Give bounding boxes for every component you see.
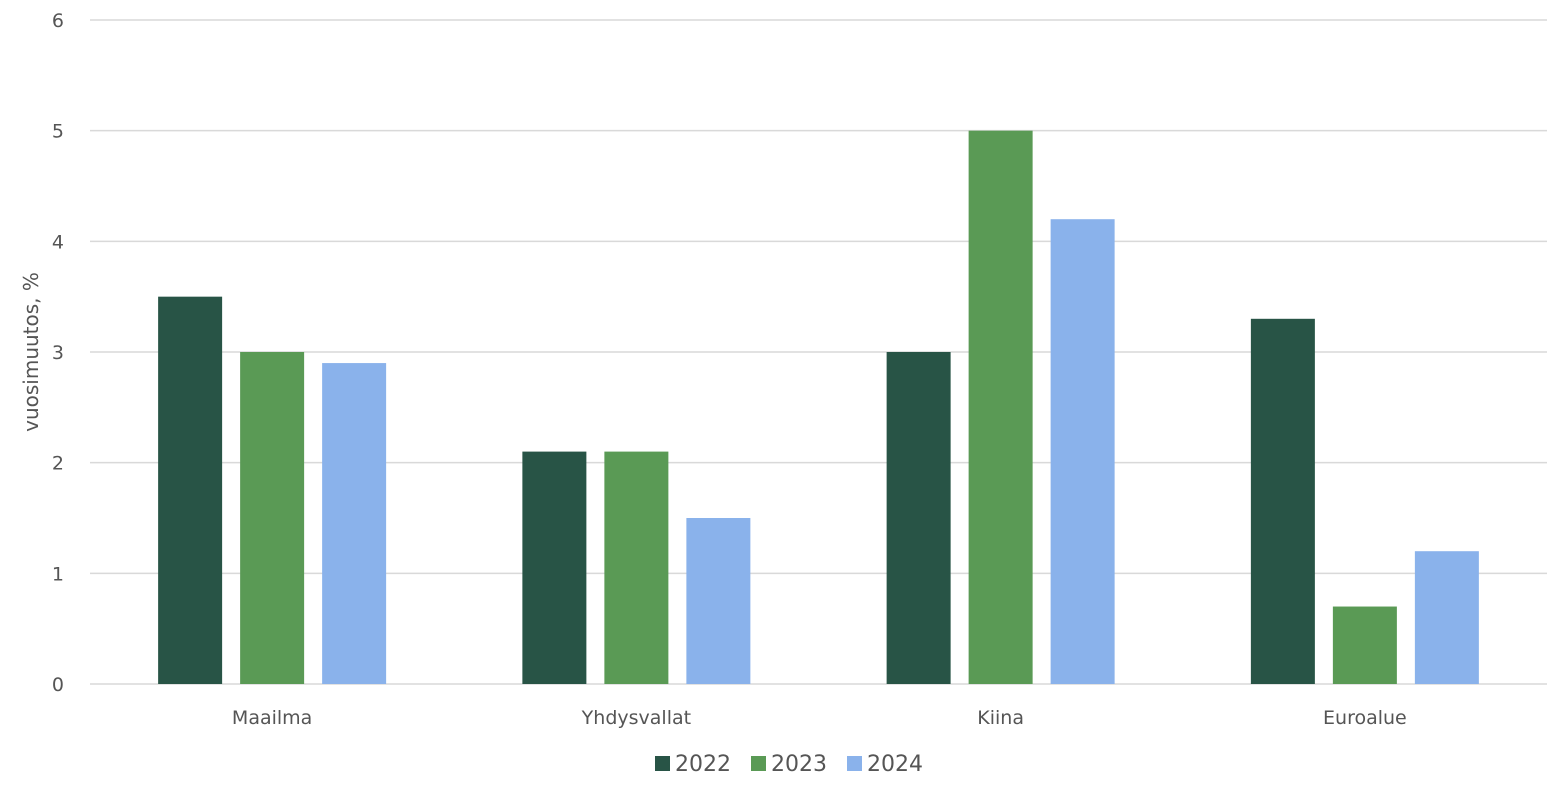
y-tick-label: 0 xyxy=(52,674,64,696)
bar-yhdysvallat-2024 xyxy=(686,518,751,684)
bar-yhdysvallat-2022 xyxy=(522,451,587,684)
legend-swatch xyxy=(655,756,670,771)
x-axis-categories: Maailma Yhdysvallat Kiina Euroalue xyxy=(232,707,1407,729)
y-tick-label: 5 xyxy=(52,121,64,143)
x-category-label: Kiina xyxy=(977,707,1024,729)
legend-swatch xyxy=(751,756,766,771)
bar-maailma-2023 xyxy=(240,352,305,684)
bar-kiina-2022 xyxy=(886,352,951,684)
y-tick-label: 3 xyxy=(52,342,64,364)
y-tick-label: 6 xyxy=(52,10,64,32)
y-tick-label: 2 xyxy=(52,453,64,475)
y-axis-ticks: 0 1 2 3 4 5 6 xyxy=(52,10,64,696)
x-category-label: Euroalue xyxy=(1323,707,1407,729)
legend-swatch xyxy=(847,756,862,771)
bar-yhdysvallat-2023 xyxy=(604,451,669,684)
legend: 2022 2023 2024 xyxy=(655,752,923,777)
legend-label: 2022 xyxy=(675,752,731,777)
bar-euroalue-2022 xyxy=(1250,318,1315,684)
legend-item-2023: 2023 xyxy=(751,752,827,777)
legend-item-2022: 2022 xyxy=(655,752,731,777)
y-tick-label: 4 xyxy=(52,231,64,253)
x-category-label: Maailma xyxy=(232,707,312,729)
legend-label: 2023 xyxy=(771,752,827,777)
bar-maailma-2022 xyxy=(158,296,223,684)
x-category-label: Yhdysvallat xyxy=(581,707,691,729)
bar-euroalue-2024 xyxy=(1414,551,1479,684)
bars xyxy=(158,130,1479,684)
legend-item-2024: 2024 xyxy=(847,752,923,777)
gridlines xyxy=(90,19,1547,685)
bar-euroalue-2023 xyxy=(1332,606,1397,684)
y-axis-title: vuosimuutos, % xyxy=(19,272,43,432)
bar-kiina-2024 xyxy=(1050,219,1115,684)
legend-label: 2024 xyxy=(867,752,923,777)
bar-kiina-2023 xyxy=(968,130,1033,684)
y-tick-label: 1 xyxy=(52,563,64,585)
bar-maailma-2024 xyxy=(322,363,387,684)
